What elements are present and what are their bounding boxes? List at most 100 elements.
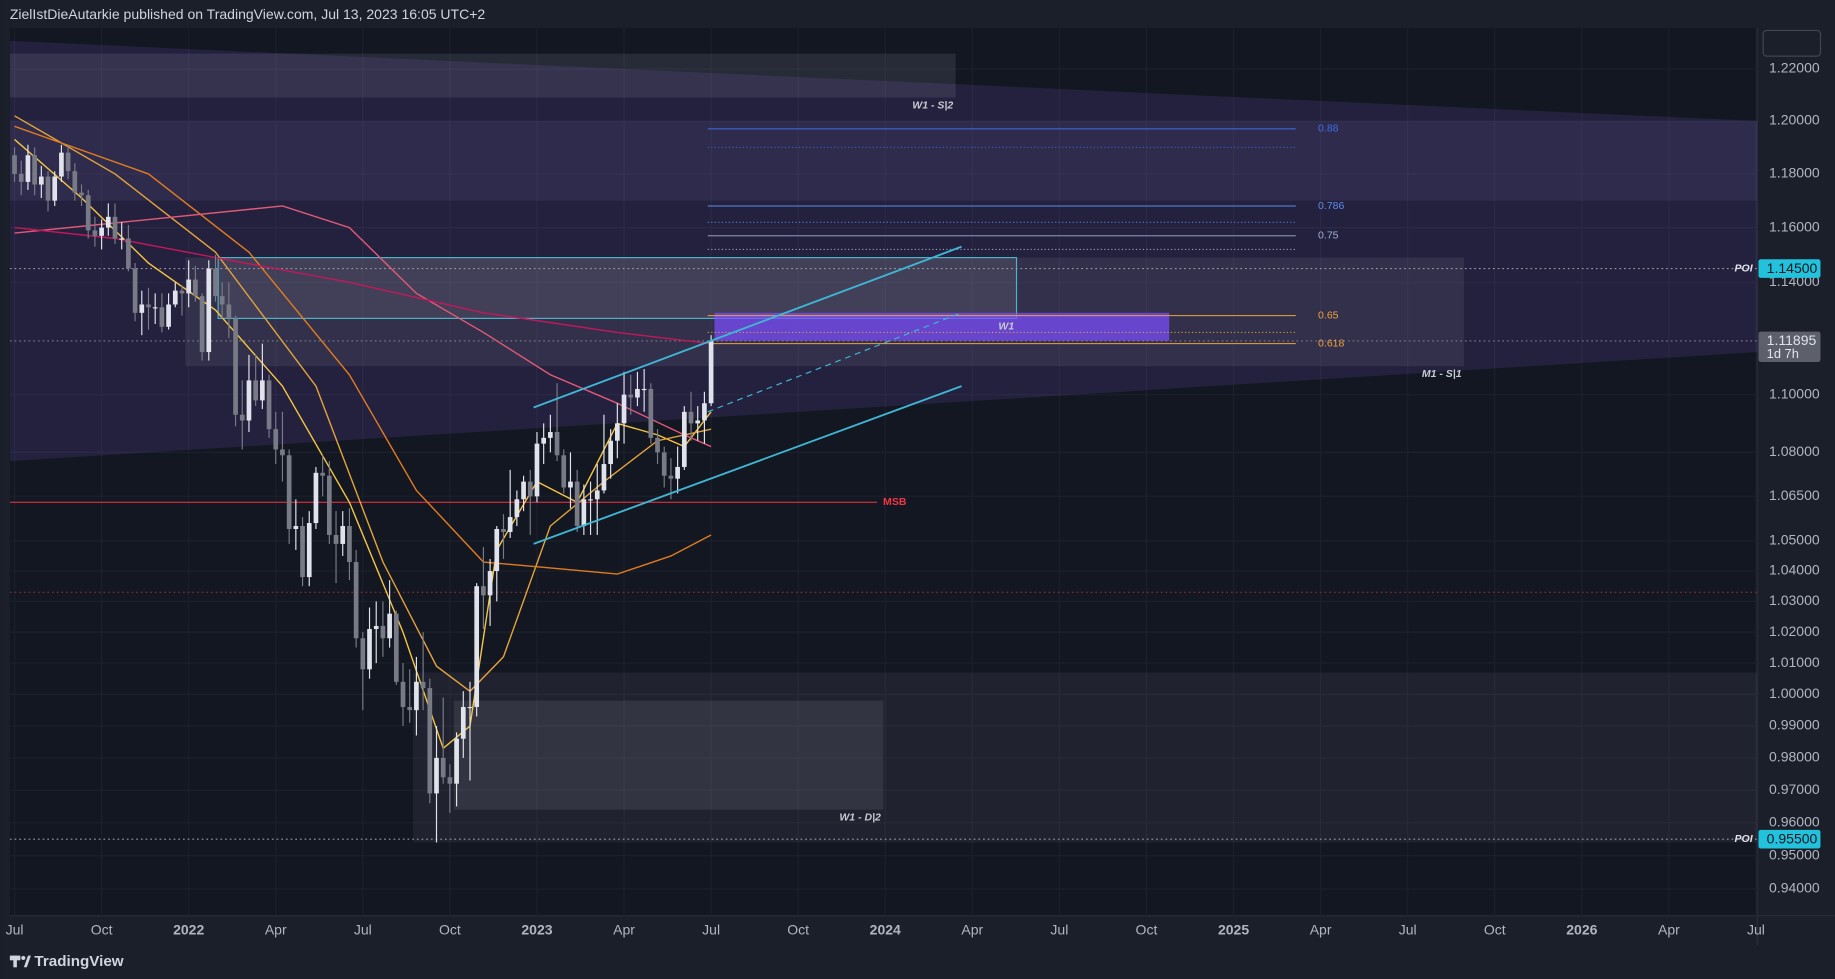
candle-body	[655, 437, 660, 453]
candle-body	[454, 738, 459, 784]
scale-button[interactable]	[1762, 29, 1822, 57]
x-tick-label: Jul	[6, 922, 24, 938]
header-text: ZielIstDieAutarkie published on TradingV…	[10, 6, 486, 22]
candle-body	[420, 681, 426, 689]
candle-body	[280, 449, 285, 456]
candle-body	[641, 388, 647, 391]
candle-body	[25, 155, 31, 182]
price-tag-label: 1.14500	[1767, 260, 1818, 276]
candle-body	[239, 414, 245, 421]
y-tick-label: 1.16000	[1769, 218, 1820, 234]
candle-body	[253, 380, 258, 401]
candle-body	[581, 499, 587, 527]
candle-body	[621, 394, 627, 424]
candle-body	[266, 380, 272, 430]
x-tick-label: Oct	[787, 922, 809, 938]
x-tick-label: Oct	[1484, 922, 1506, 938]
candle-body	[293, 526, 299, 529]
price-tag-label: 1.11895	[1767, 332, 1817, 348]
candle-body	[260, 380, 265, 401]
candle-body	[159, 307, 165, 327]
x-tick-label: Apr	[1310, 922, 1332, 938]
candle-body	[85, 195, 91, 231]
candle-body	[326, 475, 332, 535]
candle-body	[59, 152, 64, 177]
y-tick-label: 1.00000	[1769, 685, 1820, 701]
candle-body	[45, 176, 51, 201]
y-tick-label: 0.97000	[1769, 781, 1820, 797]
candle-body	[112, 216, 118, 239]
fib-label: 0.88	[1318, 123, 1339, 135]
x-tick-label: Apr	[613, 922, 635, 938]
trend-band	[9, 40, 1758, 462]
y-tick-label: 0.95000	[1769, 846, 1820, 862]
candle-body	[434, 757, 439, 794]
x-tick-label: Apr	[265, 922, 287, 938]
candle-body	[347, 526, 352, 562]
candle-body	[152, 307, 158, 309]
candle-body	[447, 777, 453, 784]
candle-body	[206, 268, 212, 353]
candle-body	[72, 171, 78, 193]
footer-brand: TradingView	[34, 953, 123, 970]
candle-body	[199, 296, 205, 353]
candle-body	[380, 625, 386, 639]
x-tick-label: Oct	[91, 922, 113, 938]
y-tick-label: 1.05000	[1769, 532, 1820, 548]
footer-logo	[9, 955, 31, 968]
candle-body	[146, 304, 151, 308]
candle-body	[574, 481, 580, 527]
candle-body	[12, 155, 17, 174]
candle-body	[588, 499, 593, 501]
h-line-label: POI	[1735, 833, 1754, 845]
price-tag	[1758, 259, 1821, 278]
x-tick-label: Jul	[354, 922, 372, 938]
y-tick-label: 0.94000	[1769, 880, 1820, 896]
candle-body	[507, 517, 513, 532]
candle-body	[166, 304, 171, 327]
y-tick-label: 1.08000	[1769, 443, 1820, 459]
zone-label: W1	[998, 320, 1014, 332]
zone	[9, 53, 956, 98]
candle-body	[186, 279, 192, 294]
price-tag	[1758, 331, 1821, 362]
zone-label: W1 - D|2	[839, 812, 881, 824]
candle-body	[681, 411, 687, 467]
price-tag-label: 0.95500	[1767, 830, 1818, 846]
price-tag	[1758, 829, 1821, 849]
candle-body	[52, 176, 58, 201]
zone	[453, 700, 884, 810]
candle-body	[668, 475, 674, 479]
zone	[9, 121, 1758, 201]
candle-body	[514, 499, 520, 518]
candle-body	[608, 440, 613, 465]
candle-body	[615, 423, 620, 441]
candle-body	[561, 455, 567, 488]
x-tick-label: 2024	[870, 922, 901, 938]
candle-body	[353, 561, 359, 639]
zone	[413, 672, 1758, 843]
x-tick-label: Jul	[702, 922, 720, 938]
y-tick-label: 1.06500	[1769, 487, 1820, 503]
overlay: Jul Oct 2022 Apr Jul Oct 2023 Apr Jul Oct 2024 Apr J…	[6, 60, 1821, 938]
x-tick-label: 2023	[521, 922, 552, 938]
candle-body	[548, 432, 553, 438]
candle-body	[427, 688, 433, 794]
candle-body	[487, 571, 493, 596]
candle-body	[99, 227, 104, 236]
y-tick-label: 1.04000	[1769, 562, 1820, 578]
candle-body	[460, 706, 466, 739]
candle-body	[92, 230, 98, 236]
y-tick-label: 1.03000	[1769, 592, 1820, 608]
candle-body	[273, 429, 279, 450]
candle-body	[474, 586, 480, 707]
candle-body	[213, 268, 218, 297]
candle-body	[32, 155, 37, 185]
candle-body	[648, 388, 654, 438]
fib-label: 0.786	[1318, 200, 1344, 212]
candle-body	[400, 681, 406, 707]
fib-label: 0.65	[1318, 309, 1339, 321]
x-tick-label: Apr	[961, 922, 983, 938]
candle-body	[313, 472, 319, 524]
